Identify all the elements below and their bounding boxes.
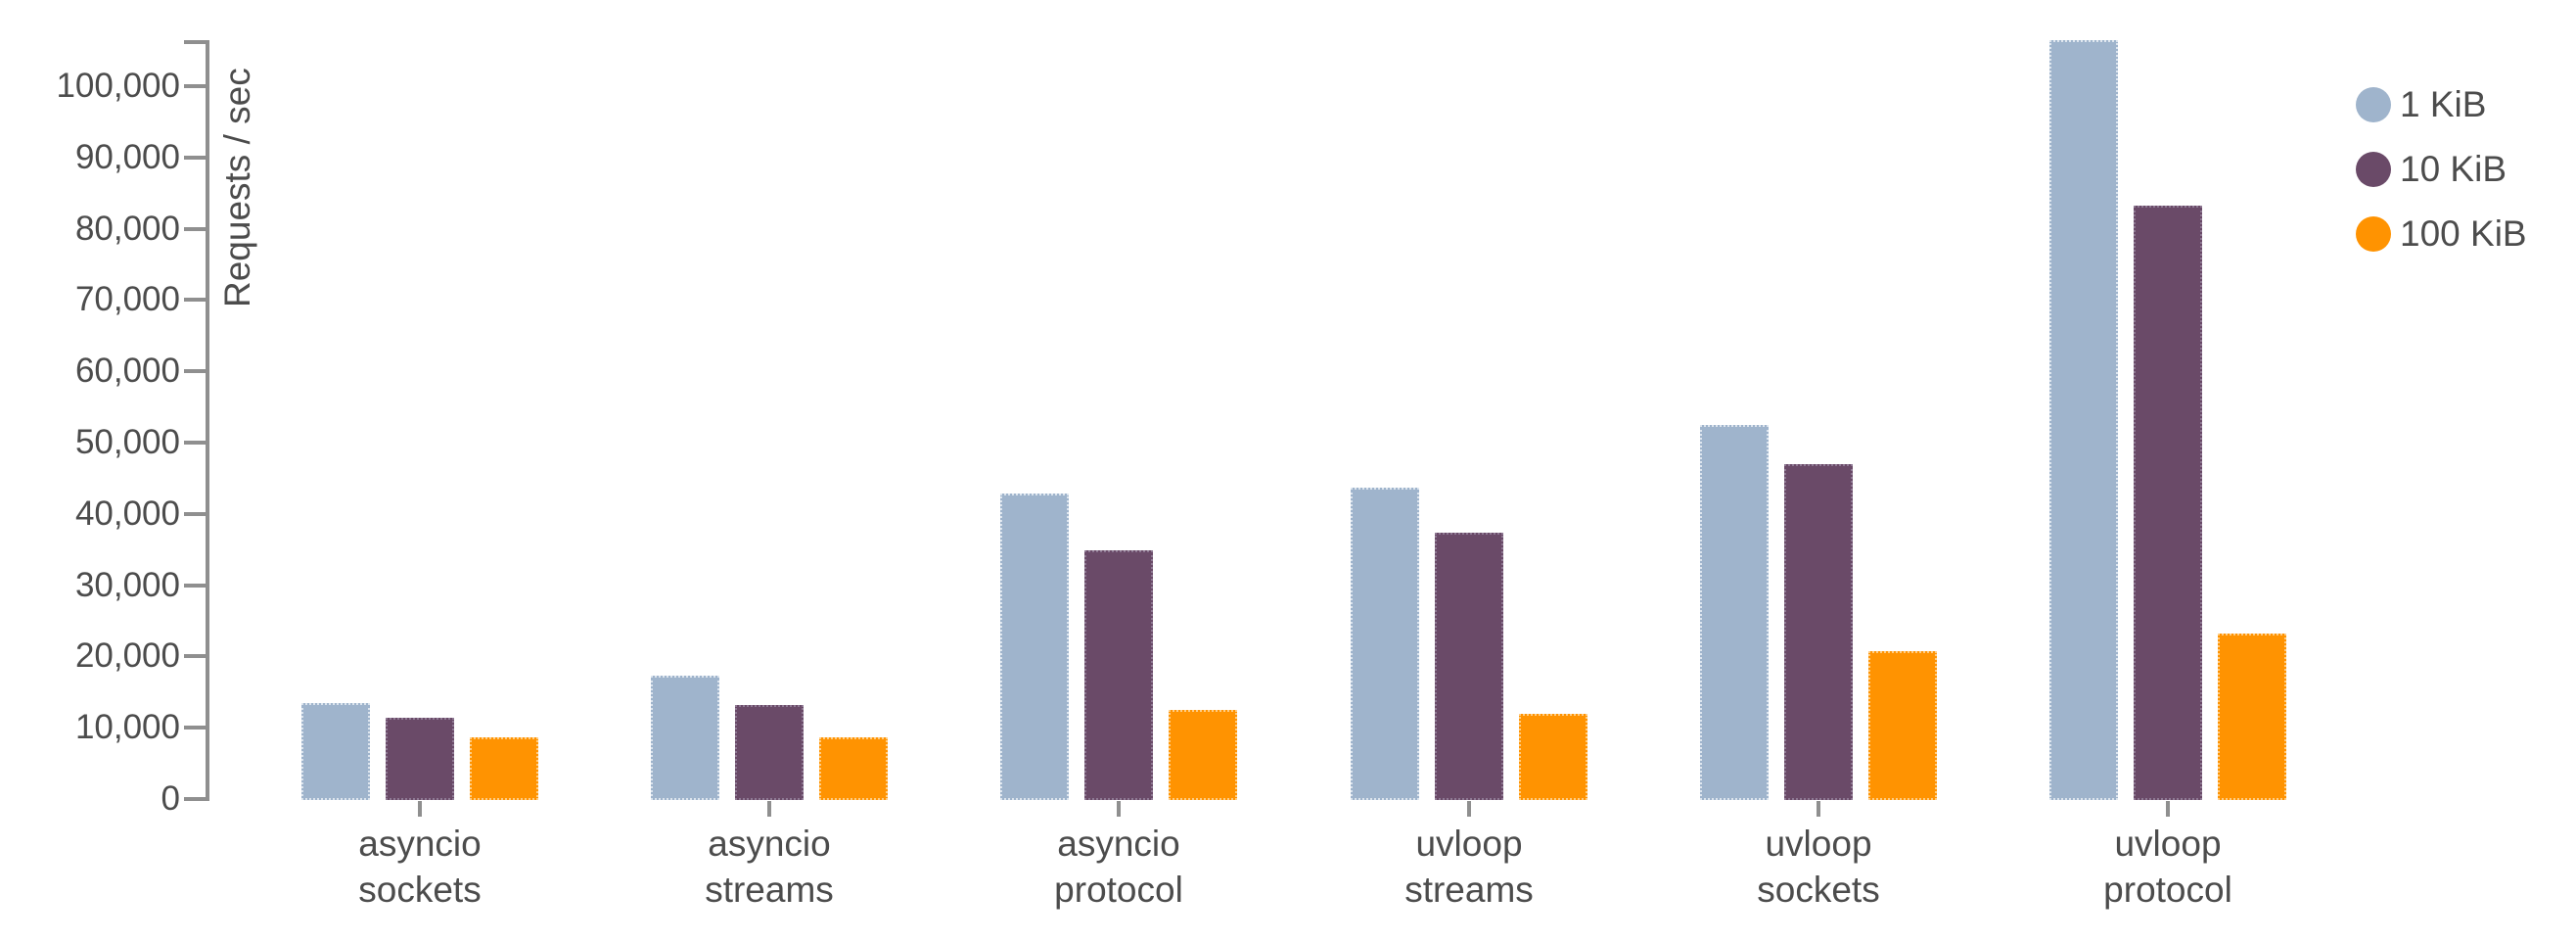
x-category-line1: asyncio <box>1057 824 1180 864</box>
y-axis-tick <box>184 84 206 88</box>
x-axis-tick <box>1117 801 1121 817</box>
x-axis-tick <box>418 801 422 817</box>
x-axis-tick <box>2166 801 2170 817</box>
bar-uvloop-streams-1-kib <box>1351 488 1419 800</box>
x-category-line1: asyncio <box>708 824 831 864</box>
y-axis-tick <box>184 511 206 516</box>
y-tick-label: 60,000 <box>74 352 180 391</box>
bar-asyncio-streams-1-kib <box>651 676 719 800</box>
bar-uvloop-protocol-1-kib <box>2049 40 2118 800</box>
x-category-line2: sockets <box>358 870 482 910</box>
y-axis-tick <box>184 441 206 445</box>
y-tick-label: 80,000 <box>74 209 180 248</box>
bar-uvloop-protocol-10-kib <box>2134 206 2202 800</box>
x-category-line1: asyncio <box>358 824 482 864</box>
legend-swatch-10-kib <box>2356 152 2391 187</box>
bar-asyncio-protocol-100-kib <box>1169 710 1237 800</box>
bar-asyncio-streams-10-kib <box>735 705 804 800</box>
bar-asyncio-sockets-100-kib <box>470 737 538 800</box>
x-axis-tick <box>1817 801 1820 817</box>
x-category-line2: protocol <box>2103 870 2232 910</box>
bar-uvloop-streams-100-kib <box>1519 714 1587 800</box>
y-axis-tick <box>184 726 206 730</box>
y-tick-label: 20,000 <box>74 636 180 676</box>
y-tick-label: 40,000 <box>74 494 180 533</box>
y-tick-label: 10,000 <box>74 708 180 747</box>
y-tick-label: 70,000 <box>74 280 180 319</box>
y-tick-label: 50,000 <box>74 423 180 461</box>
y-tick-label: 30,000 <box>74 565 180 604</box>
x-category-label-uvloop-sockets: uvloop sockets <box>1662 821 1975 913</box>
x-category-line2: sockets <box>1757 870 1880 910</box>
x-category-line1: uvloop <box>1765 824 1872 864</box>
bar-asyncio-sockets-10-kib <box>386 718 454 800</box>
y-axis-endcap-tick <box>184 40 206 44</box>
y-axis-tick <box>184 155 206 160</box>
y-axis-tick <box>184 583 206 588</box>
x-category-label-uvloop-streams: uvloop streams <box>1312 821 1626 913</box>
bar-uvloop-sockets-1-kib <box>1700 425 1769 800</box>
bar-asyncio-protocol-10-kib <box>1084 550 1153 800</box>
x-category-line2: streams <box>705 870 834 910</box>
y-tick-label: 90,000 <box>74 137 180 176</box>
legend-label-1-kib: 1 KiB <box>2400 84 2487 124</box>
x-category-line2: protocol <box>1054 870 1183 910</box>
legend-label-10-kib: 10 KiB <box>2400 149 2507 189</box>
legend-label-100-kib: 100 KiB <box>2400 213 2527 254</box>
legend-swatch-100-kib <box>2356 216 2391 252</box>
x-axis-tick <box>1467 801 1471 817</box>
y-axis-tick <box>184 797 206 801</box>
bar-asyncio-protocol-1-kib <box>1000 494 1069 800</box>
y-axis-tick <box>184 654 206 659</box>
y-axis-line <box>206 40 209 801</box>
legend-swatch-1-kib <box>2356 87 2391 122</box>
x-category-line1: uvloop <box>1415 824 1523 864</box>
x-category-label-uvloop-protocol: uvloop protocol <box>2011 821 2324 913</box>
x-category-label-asyncio-sockets: asyncio sockets <box>263 821 576 913</box>
x-category-line2: streams <box>1404 870 1534 910</box>
y-tick-label: 100,000 <box>56 67 180 105</box>
x-category-line1: uvloop <box>2114 824 2222 864</box>
x-category-label-asyncio-streams: asyncio streams <box>613 821 926 913</box>
bar-asyncio-sockets-1-kib <box>301 703 370 800</box>
y-axis-tick <box>184 298 206 303</box>
x-category-label-asyncio-protocol: asyncio protocol <box>962 821 1275 913</box>
bar-asyncio-streams-100-kib <box>819 737 888 800</box>
bar-uvloop-sockets-100-kib <box>1868 651 1937 800</box>
y-axis-tick <box>184 369 206 374</box>
y-axis-title: Requests / sec <box>217 68 257 307</box>
y-tick-label: 0 <box>161 779 180 818</box>
bar-uvloop-protocol-100-kib <box>2218 634 2286 800</box>
bar-uvloop-sockets-10-kib <box>1784 464 1853 800</box>
bar-uvloop-streams-10-kib <box>1435 533 1503 800</box>
x-axis-tick <box>767 801 771 817</box>
y-axis-tick <box>184 226 206 231</box>
